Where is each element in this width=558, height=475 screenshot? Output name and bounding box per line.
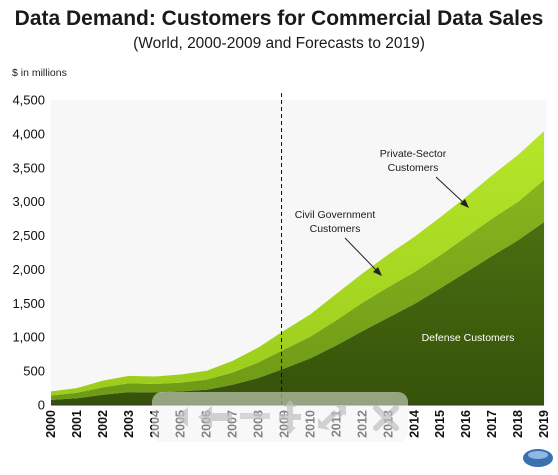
close-icon[interactable] <box>373 405 399 431</box>
annotation-civil-line1: Civil Government <box>295 209 376 221</box>
arrow-left-icon[interactable] <box>198 406 232 428</box>
y-tick-label: 2,000 <box>12 262 45 277</box>
viewer-toolbar[interactable] <box>152 392 408 442</box>
x-tick-label: 2018 <box>511 410 525 438</box>
y-tick-label: 3,000 <box>12 194 45 209</box>
y-tick-label: 4,000 <box>12 126 45 141</box>
chart-subtitle: (World, 2000-2009 and Forecasts to 2019) <box>133 35 425 52</box>
annotation-defense: Defense Customers <box>422 332 515 344</box>
y-tick-label: 0 <box>38 398 45 413</box>
x-tick-label: 2001 <box>70 410 84 438</box>
y-tick-label: 3,500 <box>12 160 45 175</box>
y-axis-unit: $ in millions <box>12 67 67 79</box>
chevron-left-icon[interactable] <box>176 407 188 427</box>
y-tick-label: 4,500 <box>12 93 45 108</box>
annotation-private-line1: Private-Sector <box>380 148 447 160</box>
annotation-civil-line2: Customers <box>310 223 361 235</box>
area-defense-customers <box>51 222 544 405</box>
y-tick-label: 1,500 <box>12 296 45 311</box>
annotation-private: Private-Sector Customers <box>380 148 469 208</box>
x-tick-label: 2000 <box>44 410 58 438</box>
move-icon[interactable] <box>279 400 301 434</box>
x-tick-label: 2014 <box>407 410 421 438</box>
area-series <box>51 131 544 405</box>
chart-title: Data Demand: Customers for Commercial Da… <box>15 7 544 30</box>
x-tick-label: 2019 <box>537 410 551 438</box>
x-tick-label: 2016 <box>459 410 473 438</box>
y-tick-label: 500 <box>23 364 45 379</box>
area-private-sector-customers <box>51 131 544 396</box>
area-civil-government-customers <box>51 180 544 400</box>
x-tick-label: 2002 <box>96 410 110 438</box>
toolbar-separator <box>240 413 270 419</box>
y-tick-label: 1,000 <box>12 330 45 345</box>
y-axis-ticks: 0 500 1,000 1,500 2,000 2,500 3,000 3,500 4,000 4… <box>12 93 45 413</box>
expand-icon[interactable] <box>318 406 346 430</box>
logo-badge-icon <box>523 449 553 467</box>
y-tick-label: 2,500 <box>12 228 45 243</box>
x-tick-label: 2017 <box>485 410 499 438</box>
annotation-private-line2: Customers <box>388 162 439 174</box>
x-tick-label: 2003 <box>122 410 136 438</box>
annotation-civil: Civil Government Customers <box>295 209 382 276</box>
x-tick-label: 2015 <box>433 410 447 438</box>
